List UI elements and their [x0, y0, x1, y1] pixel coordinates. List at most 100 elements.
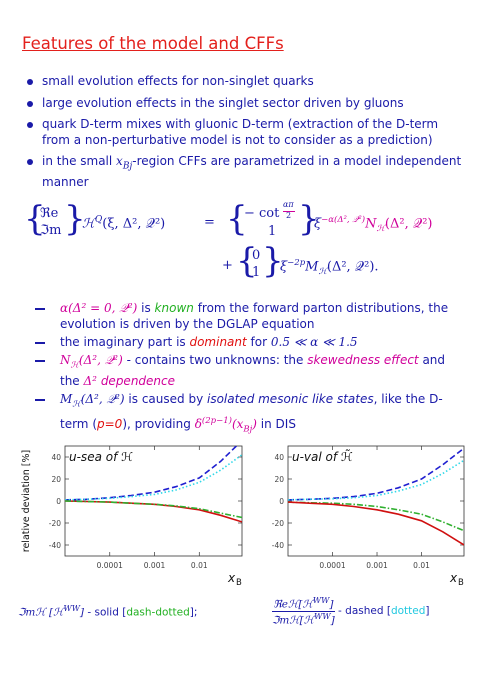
series-line [65, 500, 242, 519]
series-line [65, 454, 242, 501]
caption-math: ] [329, 598, 334, 611]
y-tick-label: 40 [274, 453, 284, 462]
caption-math: ℜeℋ[ℋ [273, 598, 313, 611]
dash-item: Nℋ(Δ², 𝒬²) - contains two unknowns: the … [32, 352, 468, 389]
math-sup: (2p−1) [201, 415, 232, 426]
text: is caused by [124, 392, 207, 407]
fraction-bar [283, 211, 295, 212]
text: the imaginary part is [60, 335, 190, 349]
math: (x [231, 416, 244, 431]
y-tick-label: -20 [49, 519, 61, 528]
math-sub: Bj [122, 161, 133, 172]
math-sup: −2p [287, 258, 306, 268]
brace: { [226, 199, 248, 239]
y-tick-label: 40 [51, 453, 61, 462]
caption-math: ℑmℋ [ℋ [18, 606, 64, 619]
math: + [222, 258, 233, 273]
series-group [65, 446, 242, 523]
bullet-list: small evolution effects for non-singlet … [24, 74, 466, 196]
x-tick-label: 0.001 [366, 561, 388, 570]
charts: -40 -20 0 20 40 0.0001 0.001 0.01 u-sea of ℋ x Bre… [21, 445, 465, 588]
math: N [365, 216, 377, 232]
math: N [60, 353, 71, 367]
math: 2 [286, 211, 292, 220]
series-line [65, 446, 238, 501]
caption-text: dotted [390, 605, 426, 617]
x-tick-label: 0.001 [144, 561, 166, 570]
math: ξ [314, 216, 322, 232]
math: = [204, 215, 215, 230]
brace: } [64, 199, 86, 239]
brace: } [262, 241, 284, 281]
caption: ℜeℋ[ℋWW] ℑmℋ[ℋWW] - dashed [dotted] [272, 596, 430, 626]
emph: dominant [189, 335, 247, 349]
bullet-text: small evolution effects for non-singlet … [42, 74, 314, 88]
math: M [305, 259, 319, 275]
dash-item: the imaginary part is dominant for 0.5 ≪… [32, 334, 468, 350]
math-sup: Q [94, 215, 103, 225]
x-tick-label: 0.0001 [97, 561, 123, 570]
x-axis-label: x [449, 571, 458, 585]
bullet-text: -region CFFs are parametrized in a model… [42, 154, 462, 189]
caption-text: - solid [ [84, 606, 127, 619]
x-tick-label: 0.01 [413, 561, 430, 570]
bullet-text: large evolution effects in the singlet s… [42, 95, 404, 110]
math: M [60, 392, 73, 407]
math: (ξ, Δ², 𝒬²) [102, 216, 166, 232]
bullet-text: quark D-term mixes with gluonic D-term (… [42, 117, 439, 147]
text: from the forward parton distributions, t… [60, 301, 449, 331]
math: ) [252, 416, 257, 431]
caption-math: ] [330, 614, 335, 626]
y-tick-label: 20 [274, 475, 284, 484]
caption-text: - dashed [ [334, 605, 391, 617]
math: απ [283, 200, 294, 209]
caption-text: ] [425, 605, 430, 617]
y-tick-label: -40 [272, 541, 284, 550]
math-sub: Bj [243, 424, 253, 435]
slide-title: Features of the model and CFFs [22, 34, 284, 53]
dash-item: Mℋ(Δ², 𝒬²) is caused by isolated mesonic… [32, 391, 468, 437]
math: (Δ², 𝒬²) [80, 392, 125, 407]
math: 0 [252, 248, 261, 263]
caption-text: dash-dotted [126, 606, 190, 619]
math-sub: ℋ [70, 360, 79, 371]
caption-sup: WW [314, 611, 331, 621]
bullet: large evolution effects in the singlet s… [24, 96, 466, 112]
math-sub: ℋ [376, 223, 385, 234]
caption-fraction: ℜeℋ[ℋWW] ℑmℋ[ℋWW] [272, 596, 335, 626]
text: in DIS [256, 416, 296, 431]
chart-title: u-sea of ℋ [69, 450, 133, 464]
text: for [246, 335, 271, 349]
x-axis-label-sub: B [458, 578, 464, 588]
emph: skewedness effect [307, 353, 419, 367]
math: Δ² [83, 374, 97, 389]
math: α(Δ² = 0, 𝒬²) [60, 301, 138, 315]
emph: dependence [97, 374, 176, 389]
series-line [288, 447, 464, 501]
bullet: small evolution effects for non-singlet … [24, 74, 466, 90]
series-line [288, 501, 464, 546]
brace: { [24, 199, 46, 239]
math: (Δ², 𝒬²). [326, 259, 379, 275]
brace: } [298, 199, 320, 239]
brace: { [236, 241, 258, 281]
math-sup: −α(Δ², 𝒬²) [321, 215, 366, 225]
series-line [288, 459, 464, 501]
text: is [137, 301, 155, 315]
y-tick-label: -40 [49, 541, 61, 550]
caption-math: ℑmℋ[ℋ [272, 614, 315, 626]
x-tick-label: 0.01 [191, 561, 208, 570]
text: - contains two unknowns: the [122, 353, 308, 367]
y-tick-label: 0 [279, 497, 284, 506]
emph: known [154, 301, 194, 315]
bullet: in the small xBj-region CFFs are paramet… [24, 154, 466, 190]
math: ℋ [82, 216, 95, 232]
math: (Δ², 𝒬²) [78, 353, 123, 367]
math: (Δ², 𝒬²) [384, 216, 433, 232]
text: , like the D-term ( [60, 392, 443, 431]
math: ℜe [40, 206, 59, 221]
math: 1 [252, 265, 261, 280]
y-axis-label: relative deviation [%] [21, 450, 32, 552]
bullet-text: in the small [42, 154, 117, 168]
